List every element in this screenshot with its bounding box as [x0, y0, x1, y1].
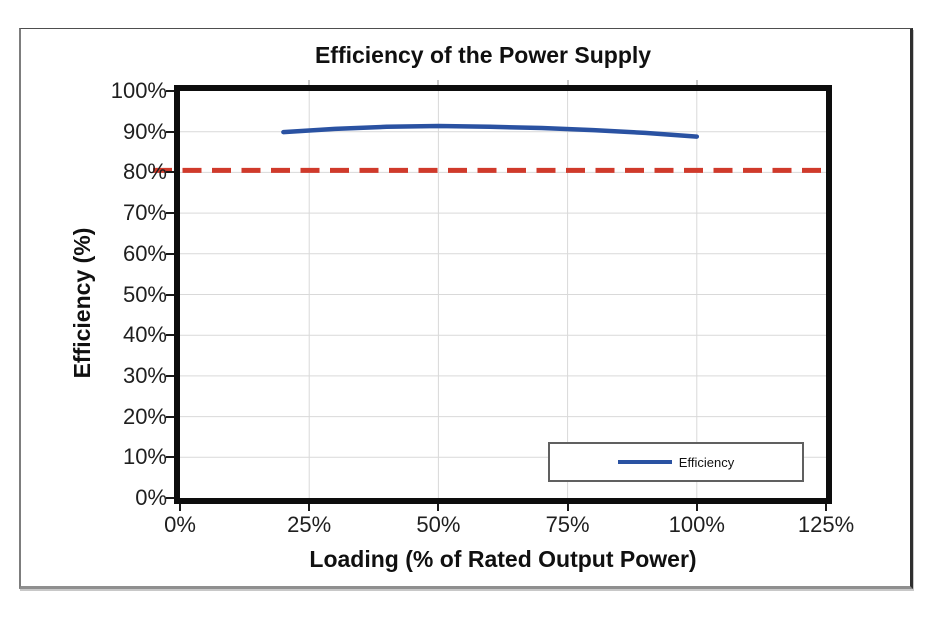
chart-title: Efficiency of the Power Supply — [314, 42, 652, 68]
y-tick-mark — [166, 212, 174, 215]
y-tick-mark — [166, 171, 174, 174]
x-tick-label: 125% — [797, 512, 855, 537]
y-tick-label: 80% — [122, 159, 167, 185]
y-tick-mark — [166, 130, 174, 133]
x-tick-mark — [825, 504, 827, 511]
y-tick-label: 10% — [122, 444, 167, 470]
y-tick-label: 30% — [122, 362, 167, 388]
top-tick-mark — [308, 80, 311, 85]
y-tick-label: 90% — [122, 118, 167, 144]
legend-line-swatch — [617, 460, 672, 464]
y-tick-mark — [166, 497, 174, 499]
y-tick-label: 70% — [122, 200, 167, 226]
x-tick-label: 75% — [545, 512, 590, 537]
x-tick-label: 25% — [287, 512, 332, 537]
x-tick-mark — [437, 504, 440, 511]
y-tick-label: 40% — [122, 322, 167, 348]
x-tick-label: 0% — [164, 512, 196, 537]
y-tick-label: 20% — [122, 403, 167, 429]
top-tick-mark — [437, 80, 440, 85]
y-tick-mark — [166, 415, 174, 418]
x-axis-title: Loading (% of Rated Output Power) — [309, 546, 697, 572]
legend-label: Efficiency — [678, 454, 735, 470]
x-tick-mark — [566, 504, 569, 511]
y-tick-label: 60% — [122, 240, 167, 266]
legend: Efficiency — [548, 442, 804, 482]
chart-frame: Efficiency of the Power Supply Efficienc… — [19, 28, 913, 589]
x-tick-mark — [308, 504, 311, 511]
top-tick-mark — [695, 80, 698, 85]
efficiency-line — [281, 123, 700, 139]
x-tick-mark — [695, 504, 698, 511]
plot-svg — [153, 91, 826, 498]
x-tick-mark — [179, 504, 181, 511]
x-tick-label: 100% — [668, 512, 725, 537]
y-tick-mark — [166, 456, 174, 459]
plot-area: Efficiency — [153, 85, 832, 504]
top-tick-mark — [566, 80, 569, 85]
y-tick-mark — [166, 252, 174, 255]
x-tick-label: 50% — [416, 512, 461, 537]
y-tick-label: 0% — [135, 485, 167, 510]
y-axis-title: Efficiency (%) — [69, 227, 95, 379]
y-tick-mark — [166, 90, 174, 92]
y-tick-mark — [166, 334, 174, 337]
y-tick-mark — [166, 374, 174, 377]
y-tick-label: 50% — [122, 281, 167, 307]
y-tick-label: 100% — [110, 78, 167, 103]
y-tick-mark — [166, 293, 174, 296]
